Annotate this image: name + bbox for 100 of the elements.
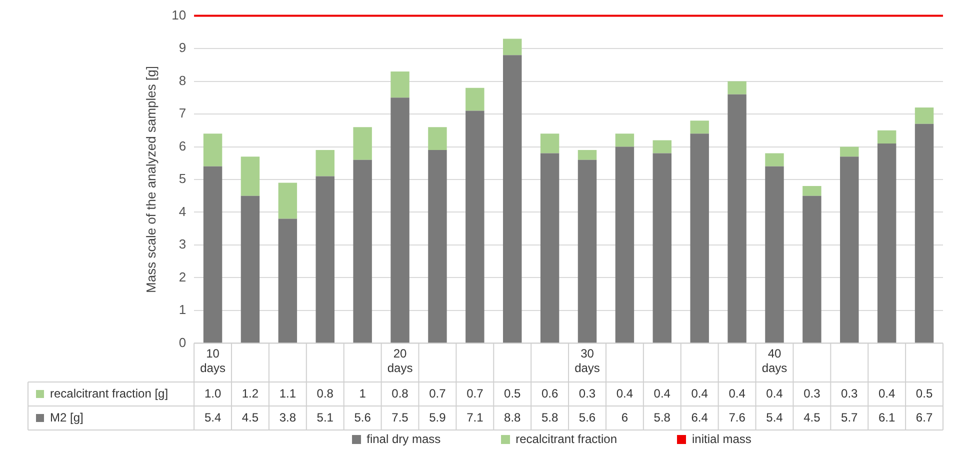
- bar: [690, 120, 709, 134]
- data-label: 1: [359, 386, 366, 400]
- data-label: 0.5: [916, 386, 933, 400]
- text: recalcitrant fraction [g]: [50, 386, 168, 400]
- data-label: 0.6: [541, 386, 558, 400]
- data-label: 0.4: [654, 386, 671, 400]
- data-label: 5.8: [541, 410, 558, 424]
- bar: [278, 218, 298, 343]
- bar: [503, 55, 522, 343]
- data-label: 6.4: [691, 410, 708, 424]
- bar: [578, 150, 597, 160]
- data-label: 0.4: [728, 386, 746, 400]
- data-label: 0.5: [504, 386, 522, 400]
- y-tick-label: 5: [178, 171, 186, 186]
- data-label: 5.4: [766, 410, 784, 424]
- data-label: 0.4: [691, 386, 708, 400]
- bar: [316, 176, 334, 343]
- data-label: 0.4: [878, 386, 896, 400]
- y-tick-label: 1: [178, 302, 186, 318]
- bar: [316, 150, 334, 176]
- data-label: 5.8: [654, 410, 671, 424]
- data-label: 0.8: [316, 386, 334, 400]
- data-label: 0.8: [392, 386, 409, 400]
- bar: [203, 166, 222, 343]
- bar: [765, 153, 784, 166]
- x-tick-label: 30 days: [574, 346, 600, 376]
- bar: [615, 134, 634, 147]
- x-tick-label: 10 days: [200, 346, 226, 376]
- bar: [390, 71, 410, 98]
- legend-label: initial mass: [691, 432, 752, 446]
- bar: [353, 127, 372, 160]
- bar: [728, 81, 746, 94]
- legend-label: recalcitrant fraction: [514, 432, 618, 446]
- bar: [240, 196, 260, 343]
- legend-label: final dry mass: [366, 432, 441, 446]
- data-label: 4.5: [804, 410, 821, 424]
- bar: [240, 156, 260, 196]
- data-label: 5.7: [841, 410, 858, 424]
- data-label: 0.7: [429, 386, 446, 400]
- y-axis-title: Mass scale of the analyzed samples [g]: [143, 66, 158, 293]
- bar: [652, 140, 672, 154]
- bar: [690, 134, 709, 343]
- bar: [728, 94, 746, 343]
- bar: [877, 130, 896, 144]
- bar: [840, 146, 859, 157]
- bar: [540, 134, 560, 154]
- y-tick-label: 7: [178, 106, 186, 121]
- bar: [466, 88, 484, 111]
- data-label: 5.4: [204, 410, 222, 424]
- bar: [503, 38, 522, 56]
- bar: [353, 160, 372, 343]
- text: M2 [g]: [50, 410, 84, 424]
- bar: [802, 186, 822, 196]
- data-label: 5.6: [578, 410, 596, 424]
- data-label: 1.0: [204, 386, 222, 400]
- bar: [877, 143, 896, 343]
- data-label: 5.6: [354, 410, 372, 424]
- bar: [466, 110, 484, 343]
- bar: [840, 156, 859, 343]
- bar: [203, 134, 222, 166]
- data-label: 6: [621, 410, 628, 424]
- data-label: 1.2: [242, 386, 259, 400]
- x-tick-label: 20 days: [387, 346, 413, 376]
- data-label: 6.1: [878, 410, 896, 424]
- bar: [615, 146, 634, 343]
- bar: [428, 150, 447, 343]
- data-label: 0.3: [578, 386, 596, 400]
- bar: [914, 107, 934, 124]
- bar: [540, 153, 560, 343]
- bar: [765, 166, 784, 343]
- bar: [652, 153, 672, 343]
- y-tick-label: 2: [178, 269, 186, 284]
- bar: [390, 98, 410, 343]
- bar: [914, 124, 934, 343]
- bar: [428, 127, 447, 150]
- data-label: 5.9: [429, 410, 446, 424]
- y-tick-label: 10: [172, 7, 186, 22]
- y-tick-label: 0: [178, 334, 186, 350]
- data-label: 0.7: [466, 386, 484, 400]
- data-label: 0.4: [616, 386, 634, 400]
- bar: [278, 182, 298, 219]
- data-label: 5.1: [316, 410, 334, 424]
- y-tick-label: 6: [178, 138, 186, 154]
- bar: [802, 196, 822, 343]
- data-label: 7.1: [466, 410, 484, 424]
- data-label: 0.3: [841, 386, 858, 400]
- y-tick-label: 4: [178, 204, 186, 219]
- data-label: 8.8: [504, 410, 522, 424]
- data-label: 4.5: [242, 410, 259, 424]
- data-label: 7.5: [392, 410, 409, 424]
- x-tick-label: 40 days: [762, 346, 788, 376]
- data-label: 6.7: [916, 410, 933, 424]
- data-label: 0.3: [804, 386, 821, 400]
- data-label: 7.6: [728, 410, 746, 424]
- data-label: 0.4: [766, 386, 784, 400]
- bar: [578, 160, 597, 343]
- y-tick-label: 9: [178, 40, 186, 56]
- data-label: 1.1: [279, 386, 296, 400]
- y-tick-label: 8: [178, 72, 186, 88]
- data-label: 3.8: [279, 410, 296, 424]
